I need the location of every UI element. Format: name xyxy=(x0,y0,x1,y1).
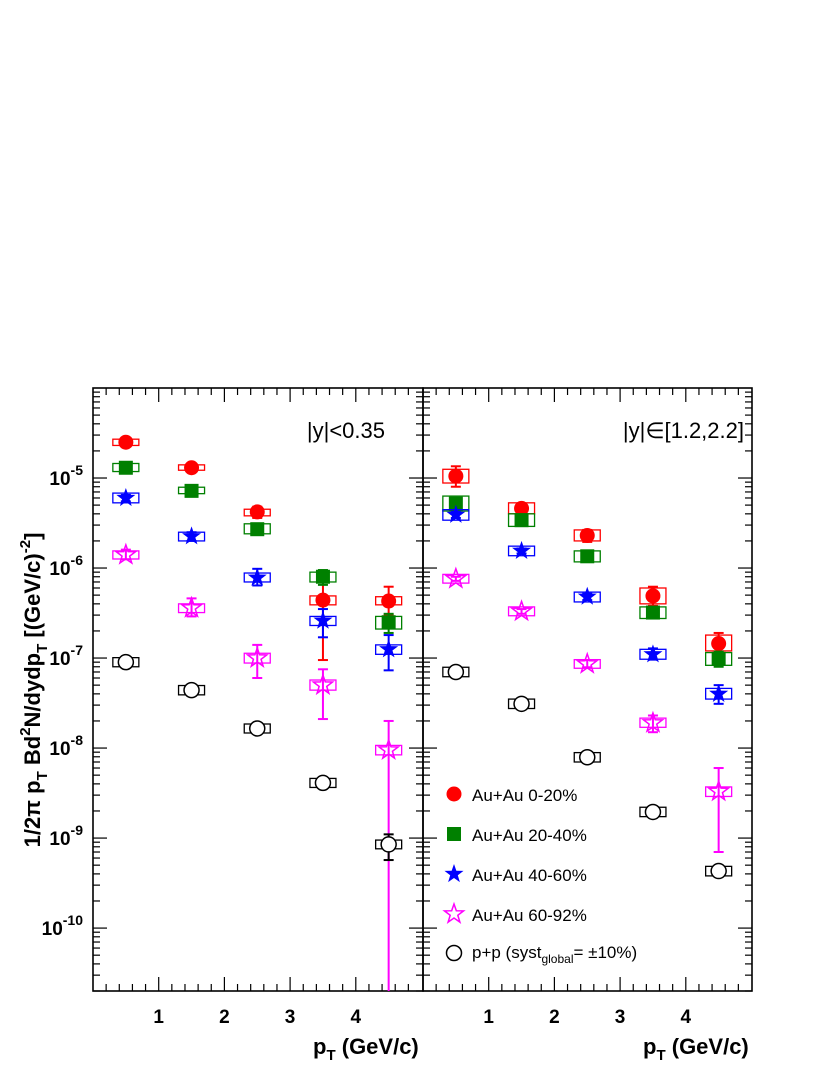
legend-label-20-40: Au+Au 20-40% xyxy=(472,826,587,845)
data-point xyxy=(579,749,596,766)
data-point xyxy=(245,645,269,668)
data-point xyxy=(446,504,466,523)
data-point xyxy=(444,566,468,589)
legend-markers xyxy=(442,786,466,962)
legend-marker xyxy=(447,827,461,841)
series-au-au-60-92- xyxy=(112,542,403,991)
data-point xyxy=(313,610,333,629)
data-point xyxy=(706,779,731,802)
data-point xyxy=(711,651,726,666)
data-point xyxy=(709,683,729,702)
data-point xyxy=(448,496,463,511)
legend-marker xyxy=(442,901,466,924)
data-point xyxy=(179,595,204,618)
data-point xyxy=(644,803,662,821)
data-point xyxy=(182,526,202,545)
axis-ticks xyxy=(93,388,752,992)
x-tick-label: 1 xyxy=(483,1007,494,1028)
data-point xyxy=(645,605,660,620)
data-point xyxy=(116,487,136,507)
data-point xyxy=(184,483,199,498)
data-point xyxy=(580,549,595,564)
y-tick-label: 10-8 xyxy=(49,732,83,760)
data-point xyxy=(376,737,401,760)
data-point xyxy=(118,434,134,450)
legend-label-0-20: Au+Au 0-20% xyxy=(472,786,577,805)
series-au-au-0-20- xyxy=(112,434,403,662)
data-point xyxy=(711,636,727,652)
data-point xyxy=(249,720,266,737)
legend-marker xyxy=(446,786,462,802)
data-point xyxy=(643,644,663,663)
left-panel-rapidity-label: |y|<0.35 xyxy=(307,418,385,443)
x-tick-label: 1 xyxy=(153,1007,164,1028)
legend-label-40-60: Au+Au 40-60% xyxy=(472,866,587,885)
data-point xyxy=(114,542,138,565)
x-tick-label: 4 xyxy=(351,1007,362,1028)
data-point xyxy=(579,527,595,543)
data-point xyxy=(509,599,534,622)
x-tick-label: 2 xyxy=(549,1007,560,1028)
data-point xyxy=(513,695,530,713)
left-panel-frame xyxy=(92,387,424,992)
x-tick-label: 4 xyxy=(681,1007,692,1028)
x-axis-title-right: pT (GeV/c) xyxy=(643,1034,749,1064)
data-point xyxy=(379,639,399,658)
legend-label-pp: p+p (systglobal= ±10%) xyxy=(472,943,637,966)
data-point xyxy=(710,862,727,880)
data-point xyxy=(183,681,200,699)
data-point xyxy=(448,468,464,484)
legend-marker xyxy=(445,944,463,962)
data-point xyxy=(249,504,265,520)
data-point xyxy=(311,672,335,696)
data-point xyxy=(250,522,265,537)
data-marks xyxy=(112,434,733,991)
data-point xyxy=(315,569,330,584)
data-point xyxy=(641,710,665,733)
data-point xyxy=(514,513,529,528)
series-au-au-20-40- xyxy=(112,460,403,634)
legend: Au+Au 0-20% Au+Au 20-40% Au+Au 40-60% Au… xyxy=(442,786,637,966)
data-point xyxy=(184,460,200,476)
y-tick-label: 10-10 xyxy=(42,912,84,940)
y-tick-label: 10-6 xyxy=(49,552,83,580)
data-point xyxy=(381,615,396,630)
right-panel-frame xyxy=(422,387,753,992)
x-tick-labels: 1 2 3 4 1 2 3 4 xyxy=(153,1007,691,1028)
data-point xyxy=(380,836,397,853)
y-axis-title: 1/2π pT Bd2N/dydpT [(GeV/c)-2] xyxy=(17,533,51,848)
series-p-p xyxy=(442,663,733,880)
x-axis-title-left: pT (GeV/c) xyxy=(313,1034,419,1064)
data-point xyxy=(577,586,597,605)
y-tick-label: 10-5 xyxy=(49,462,83,490)
x-tick-label: 2 xyxy=(219,1007,230,1028)
data-point xyxy=(247,567,267,586)
y-tick-labels: 10-5 10-6 10-7 10-8 10-9 10-10 xyxy=(42,462,84,940)
data-point xyxy=(514,500,530,516)
data-point xyxy=(117,653,135,671)
legend-marker xyxy=(444,864,464,883)
data-point xyxy=(118,460,133,475)
series-p-p xyxy=(112,653,403,862)
y-tick-label: 10-9 xyxy=(49,822,83,850)
data-point xyxy=(381,593,397,609)
data-point xyxy=(447,663,465,681)
series-au-au-20-40- xyxy=(442,495,733,668)
series-au-au-40-60- xyxy=(442,504,733,705)
x-tick-label: 3 xyxy=(615,1007,626,1028)
series-au-au-60-92- xyxy=(442,566,733,854)
series-au-au-0-20- xyxy=(442,465,733,654)
data-point xyxy=(315,592,331,608)
data-point xyxy=(314,774,332,792)
right-panel-rapidity-label: |y|∈[1.2,2.2] xyxy=(623,418,744,443)
data-point xyxy=(512,540,532,559)
y-tick-label: 10-7 xyxy=(49,642,83,670)
x-tick-label: 3 xyxy=(285,1007,296,1028)
legend-label-60-92: Au+Au 60-92% xyxy=(472,906,587,925)
data-point xyxy=(575,651,599,674)
data-point xyxy=(645,588,661,604)
series-au-au-40-60- xyxy=(112,487,403,672)
